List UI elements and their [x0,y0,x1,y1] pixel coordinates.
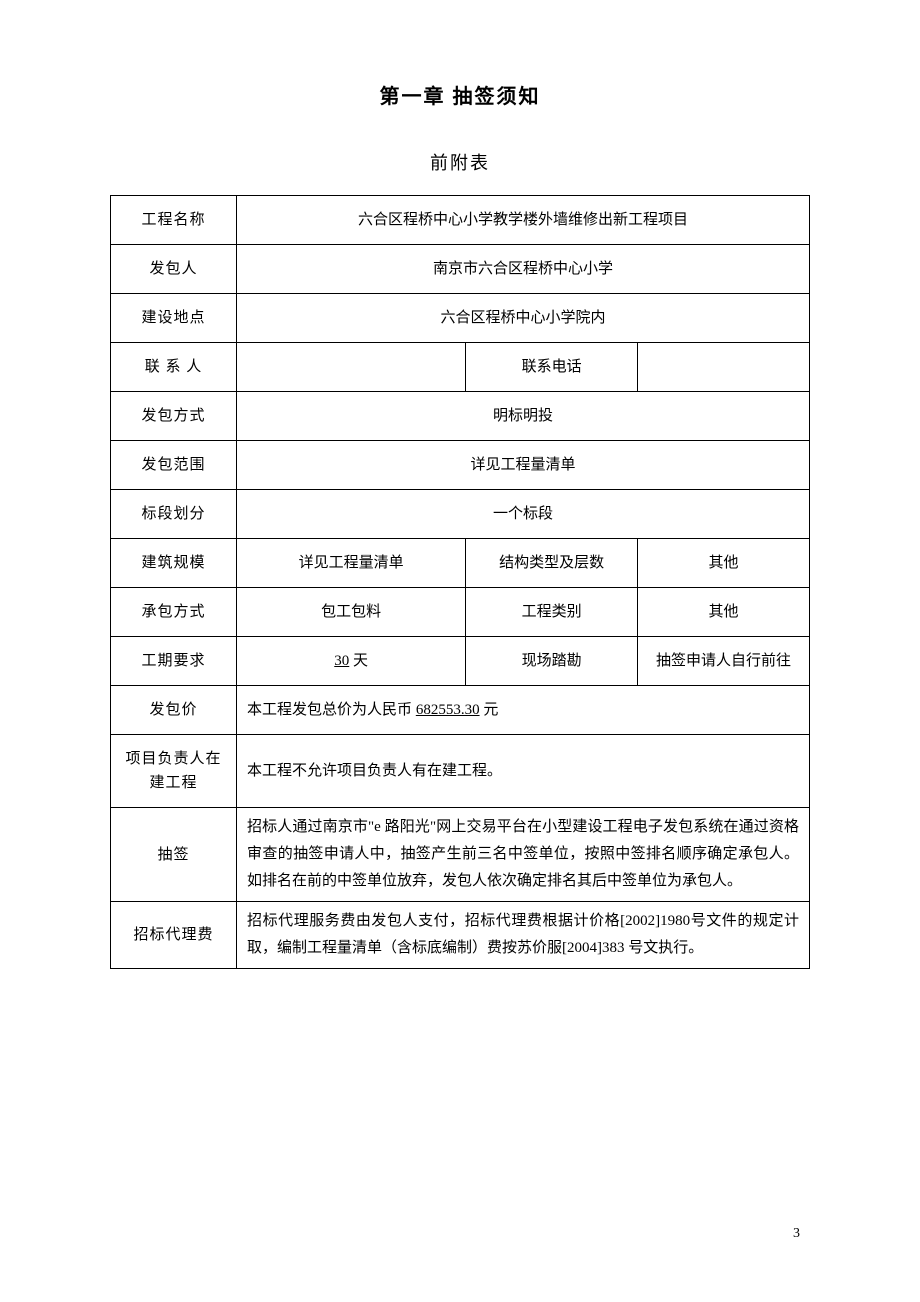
label-lottery: 抽签 [111,808,237,902]
label-site: 现场踏勘 [466,637,638,686]
value-price: 本工程发包总价为人民币 682553.30 元 [237,686,810,735]
table-row: 联 系 人 联系电话 [111,343,810,392]
table-row: 标段划分 一个标段 [111,490,810,539]
label-scope: 发包范围 [111,441,237,490]
label-agency-fee: 招标代理费 [111,902,237,969]
label-category: 工程类别 [466,588,638,637]
value-contract-type: 包工包料 [237,588,466,637]
value-section: 一个标段 [237,490,810,539]
table-row: 建设地点 六合区程桥中心小学院内 [111,294,810,343]
value-structure: 其他 [638,539,810,588]
value-manager: 本工程不允许项目负责人有在建工程。 [237,735,810,808]
value-project-name: 六合区程桥中心小学教学楼外墙维修出新工程项目 [237,196,810,245]
chapter-title: 第一章 抽签须知 [110,80,810,109]
table-row: 建筑规模 详见工程量清单 结构类型及层数 其他 [111,539,810,588]
value-method: 明标明投 [237,392,810,441]
value-scale: 详见工程量清单 [237,539,466,588]
value-client: 南京市六合区程桥中心小学 [237,245,810,294]
value-duration: 30 天 [237,637,466,686]
duration-suffix: 天 [349,653,368,669]
table-row: 工期要求 30 天 现场踏勘 抽签申请人自行前往 [111,637,810,686]
label-phone: 联系电话 [466,343,638,392]
value-site: 抽签申请人自行前往 [638,637,810,686]
sub-title: 前附表 [110,149,810,175]
table-row: 项目负责人在建工程 本工程不允许项目负责人有在建工程。 [111,735,810,808]
label-section: 标段划分 [111,490,237,539]
page-number: 3 [793,1226,800,1242]
price-prefix: 本工程发包总价为人民币 [247,702,416,718]
label-contact: 联 系 人 [111,343,237,392]
value-scope: 详见工程量清单 [237,441,810,490]
label-method: 发包方式 [111,392,237,441]
table-row: 发包范围 详见工程量清单 [111,441,810,490]
table-row: 招标代理费 招标代理服务费由发包人支付，招标代理费根据计价格[2002]1980… [111,902,810,969]
table-row: 工程名称 六合区程桥中心小学教学楼外墙维修出新工程项目 [111,196,810,245]
label-duration: 工期要求 [111,637,237,686]
duration-underline: 30 [334,653,349,669]
info-table: 工程名称 六合区程桥中心小学教学楼外墙维修出新工程项目 发包人 南京市六合区程桥… [110,195,810,969]
table-row: 发包方式 明标明投 [111,392,810,441]
table-row: 发包价 本工程发包总价为人民币 682553.30 元 [111,686,810,735]
value-lottery: 招标人通过南京市"e 路阳光"网上交易平台在小型建设工程电子发包系统在通过资格审… [237,808,810,902]
label-manager: 项目负责人在建工程 [111,735,237,808]
value-location: 六合区程桥中心小学院内 [237,294,810,343]
label-structure: 结构类型及层数 [466,539,638,588]
price-underline: 682553.30 [416,702,480,718]
label-contract-type: 承包方式 [111,588,237,637]
value-category: 其他 [638,588,810,637]
price-suffix: 元 [480,702,499,718]
table-row: 承包方式 包工包料 工程类别 其他 [111,588,810,637]
table-row: 抽签 招标人通过南京市"e 路阳光"网上交易平台在小型建设工程电子发包系统在通过… [111,808,810,902]
table-row: 发包人 南京市六合区程桥中心小学 [111,245,810,294]
value-phone [638,343,810,392]
label-location: 建设地点 [111,294,237,343]
label-client: 发包人 [111,245,237,294]
value-contact [237,343,466,392]
label-project-name: 工程名称 [111,196,237,245]
label-price: 发包价 [111,686,237,735]
value-agency-fee: 招标代理服务费由发包人支付，招标代理费根据计价格[2002]1980号文件的规定… [237,902,810,969]
label-scale: 建筑规模 [111,539,237,588]
